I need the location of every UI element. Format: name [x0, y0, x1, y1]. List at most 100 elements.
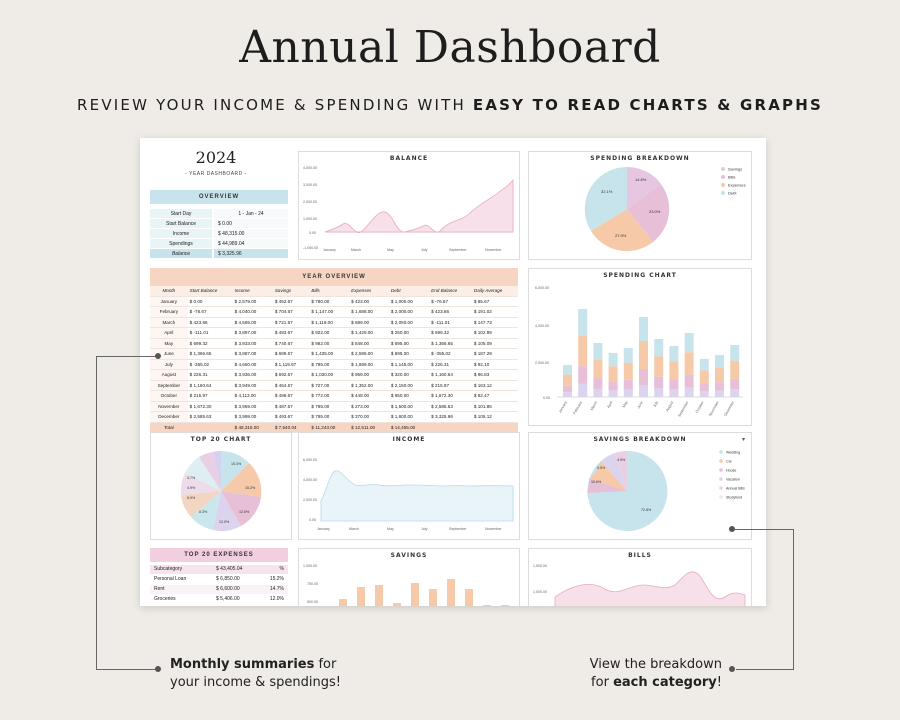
x-tick: January: [558, 400, 568, 413]
overview-value[interactable]: 1 - Jan - 24: [214, 209, 288, 218]
overview-value[interactable]: $ 0.00: [214, 219, 288, 228]
pie-slice: [199, 452, 221, 491]
y-tick: 0.00: [543, 396, 550, 400]
month-cell: January: [150, 296, 188, 307]
overview-row: Start Day 1 - Jan - 24: [150, 209, 288, 219]
table-cell: $ 1,366.65: [429, 338, 472, 349]
table-cell[interactable]: $ 3,897.00: [232, 327, 273, 339]
x-tick: May: [387, 248, 394, 252]
column-header: Bills: [309, 286, 350, 297]
year-overview-table: Month Start Balance Income Savings Bills Expe…: [150, 286, 518, 433]
legend-label: Car: [726, 460, 733, 464]
pie-slice: [180, 473, 221, 495]
top20-expenses-header: TOP 20 EXPENSES: [150, 548, 288, 562]
table-cell[interactable]: $ 3,949.00: [232, 380, 273, 391]
table-cell: $ 105.12: [471, 411, 518, 423]
table-cell[interactable]: $ 4,565.00: [232, 317, 273, 328]
table-cell[interactable]: $ 1,366.65: [187, 348, 233, 360]
table-cell: $ 2,000.00: [388, 306, 430, 318]
table-cell: $ 1,688.00: [349, 306, 389, 318]
table-cell: $ 1,672.30: [429, 390, 472, 402]
table-row: March $ 423.66 $ 4,565.00 $ 721.67 $ 1,119.0…: [150, 317, 518, 328]
pie-slice: [221, 451, 249, 491]
table-cell[interactable]: $ 3,936.00: [232, 369, 273, 381]
table-cell[interactable]: $ -111.01: [187, 327, 233, 339]
table-row: June $ 1,366.65 $ 3,887.00 $ 689.67 $ 1,435.…: [150, 348, 518, 360]
table-cell[interactable]: $ 0.00: [187, 296, 233, 307]
table-cell[interactable]: $ -355.02: [187, 359, 233, 370]
savings-chart-panel: SAVINGS 1,000.00 750.00 500.00: [298, 548, 520, 606]
total-cell: $ 14,455.00: [388, 422, 430, 433]
table-row: November $ 1,672.30 $ 3,969.00 $ 487.67 $ 79…: [150, 401, 518, 412]
pie-label: 12.5%: [239, 510, 250, 514]
x-tick: July: [652, 400, 659, 408]
spending-bar-segment: [715, 390, 724, 397]
y-tick: 1,500.00: [533, 564, 547, 568]
callout-line-left-bottom: [96, 669, 156, 670]
table-cell[interactable]: $ 699.32: [187, 338, 233, 349]
table-cell: $ 795.00: [309, 401, 350, 412]
column-header: Income: [232, 286, 273, 297]
table-cell[interactable]: $ 3,999.00: [232, 411, 273, 423]
spending-bar-segment: [699, 370, 709, 384]
overview-row: Balance $ 3,325.96: [150, 249, 288, 259]
pie-label: 8.3%: [199, 510, 208, 514]
table-cell[interactable]: $ 3,969.00: [232, 401, 273, 412]
x-tick: November: [485, 527, 502, 531]
spending-bar-segment: [639, 385, 648, 397]
table-cell[interactable]: $ 1,160.64: [187, 380, 233, 391]
x-tick: May: [387, 527, 394, 531]
spending-bar-segment: [669, 346, 679, 362]
table-cell[interactable]: $ 3,887.00: [232, 348, 273, 360]
spending-bar-segment: [730, 378, 740, 390]
month-cell: October: [150, 390, 188, 402]
savings-bar: [339, 599, 347, 606]
month-cell: April: [150, 327, 188, 339]
pie-slice: [221, 463, 262, 497]
table-cell[interactable]: $ 4,040.00: [232, 306, 273, 318]
table-cell[interactable]: $ 423.66: [187, 317, 233, 328]
callout-left-rest: for: [314, 657, 337, 672]
x-tick: July: [421, 527, 428, 531]
table-cell[interactable]: $ 1,672.30: [187, 401, 233, 412]
table-cell: $ -111.01: [429, 317, 472, 328]
total-cell: [471, 422, 518, 433]
chevron-down-icon[interactable]: ▾: [741, 437, 745, 443]
legend-label: Wedding: [726, 451, 740, 455]
callout-right-post: !: [716, 675, 722, 690]
table-cell[interactable]: $ 4,650.00: [232, 359, 273, 370]
bills-chart-title: BILLS: [628, 552, 652, 559]
table-cell[interactable]: $ 226.31: [187, 369, 233, 381]
overview-value: $ 48,315.00: [214, 229, 288, 238]
month-cell: July: [150, 359, 188, 370]
list-item: Personal Loan $ 6,850.00 15.2%: [150, 575, 288, 584]
y-tick: 1,000.00: [303, 217, 317, 221]
spending-bar-segment: [623, 389, 633, 397]
x-tick: March: [351, 248, 361, 252]
x-tick: July: [421, 248, 428, 252]
callout-left: Monthly summaries for your income & spen…: [170, 656, 341, 692]
callout-left-bold: Monthly summaries: [170, 657, 315, 672]
table-cell: $ 1,030.00: [309, 369, 350, 381]
pie-slice-bills: [627, 184, 670, 242]
savings-bar: [501, 605, 509, 606]
savings-bar: [357, 587, 365, 606]
savings-bar: [447, 579, 455, 606]
table-cell[interactable]: $ 215.97: [187, 390, 233, 402]
x-tick: April: [606, 400, 613, 408]
table-cell: $ 689.67: [272, 348, 310, 360]
table-cell[interactable]: $ 2,579.00: [232, 296, 273, 307]
dashboard-year-label: - YEAR DASHBOARD -: [185, 171, 247, 177]
savings-bar: [483, 605, 491, 606]
table-cell: $ -355.02: [429, 348, 472, 360]
table-cell[interactable]: $ -76.67: [187, 306, 233, 318]
spending-bar-segment: [715, 355, 724, 368]
spending-bar-segment: [684, 374, 694, 388]
table-cell: $ 320.00: [388, 369, 430, 381]
table-cell[interactable]: $ 4,113.00: [232, 390, 273, 402]
table-cell[interactable]: $ 3,933.00: [232, 338, 273, 349]
table-cell[interactable]: $ 2,585.63: [187, 411, 233, 423]
table-cell: $ 487.67: [272, 401, 310, 412]
spending-bar-segment: [654, 376, 664, 389]
spending-bar-segment: [639, 317, 648, 341]
